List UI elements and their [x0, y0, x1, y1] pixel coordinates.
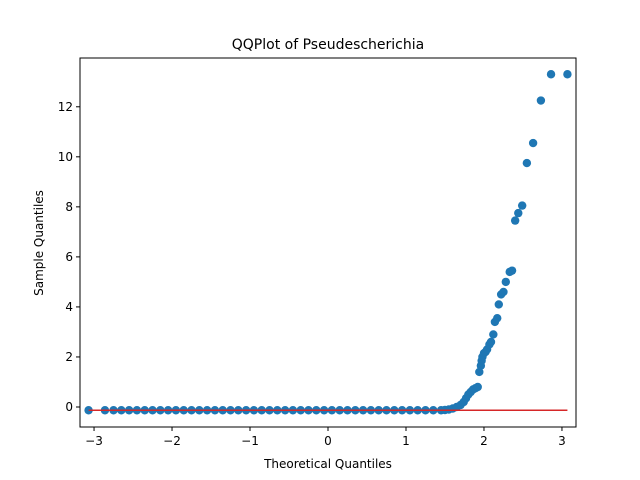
plot-area	[84, 70, 572, 415]
data-point	[501, 277, 511, 287]
y-axis-label: Sample Quantiles	[32, 190, 46, 296]
data-point	[486, 337, 496, 347]
data-point	[514, 208, 523, 218]
data-point	[473, 382, 482, 392]
y-tick-label: 12	[58, 100, 73, 114]
y-tick-label: 2	[65, 350, 73, 364]
y-tick-label: 8	[65, 200, 73, 214]
data-point	[507, 266, 517, 275]
chart-title: QQPlot of Pseudescherichia	[232, 37, 424, 53]
x-tick-label: 0	[324, 434, 332, 448]
x-tick-label: 2	[480, 434, 488, 448]
data-point	[563, 70, 572, 79]
y-tick-label: 6	[65, 250, 73, 264]
x-tick-label: −1	[241, 434, 259, 448]
data-point	[522, 158, 532, 168]
data-point	[489, 330, 498, 339]
x-axis: −3 −2 −1 0 1 2 3	[85, 427, 566, 448]
y-tick-label: 0	[65, 400, 73, 414]
data-point	[546, 70, 556, 79]
x-tick-label: 1	[402, 434, 410, 448]
x-tick-label: −2	[163, 434, 181, 448]
data-point	[499, 287, 508, 297]
x-axis-label: Theoretical Quantiles	[263, 457, 392, 471]
plot-frame	[79, 57, 577, 428]
x-tick-label: 3	[558, 434, 566, 448]
data-point	[536, 96, 546, 105]
x-tick-label: −3	[85, 434, 103, 448]
data-point	[493, 313, 502, 323]
y-axis: 0 2 4 6 8 10 12	[58, 100, 80, 414]
y-tick-label: 10	[58, 150, 73, 164]
y-tick-label: 4	[65, 300, 73, 314]
data-point	[510, 216, 520, 225]
data-point	[517, 201, 527, 210]
data-point	[494, 300, 503, 309]
data-point	[528, 138, 538, 148]
